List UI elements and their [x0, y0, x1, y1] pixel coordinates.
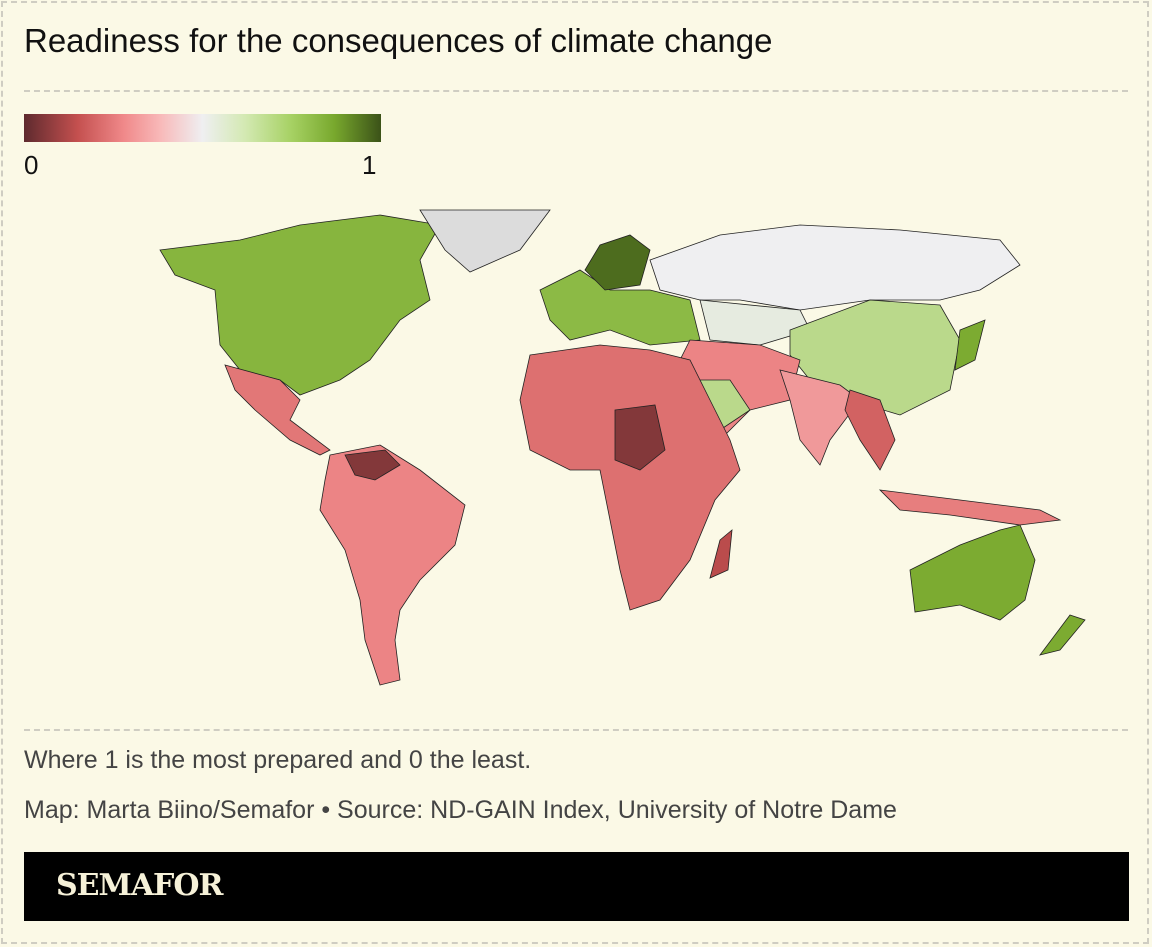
world-map	[159, 209, 1086, 686]
map-note: Where 1 is the most prepared and 0 the l…	[24, 746, 532, 774]
map-source: Map: Marta Biino/Semafor • Source: ND-GA…	[24, 796, 897, 824]
region-south-america	[319, 444, 466, 686]
divider	[24, 729, 1128, 731]
region-scandinavia	[584, 234, 651, 291]
region-central-africa	[614, 404, 666, 471]
semafor-logo: SEMAFOR	[56, 868, 223, 903]
region-venezuela	[344, 449, 401, 481]
divider	[24, 90, 1128, 92]
map-title: Readiness for the consequences of climat…	[24, 22, 773, 59]
brand-bar: SEMAFOR	[24, 852, 1129, 921]
region-australia	[909, 524, 1036, 621]
legend-max-label: 1	[362, 150, 377, 180]
region-japan-korea	[954, 319, 986, 371]
color-legend-bar	[24, 114, 381, 142]
region-russia	[649, 224, 1021, 311]
region-africa	[519, 344, 741, 611]
region-indonesia-papua	[878, 489, 1062, 526]
region-southeast-asia	[844, 389, 896, 471]
region-india	[779, 369, 861, 466]
region-united-states-canada	[159, 214, 441, 396]
region-madagascar	[709, 529, 733, 579]
region-central-asia	[699, 299, 811, 346]
region-greenland	[419, 209, 551, 273]
region-mexico-central-america	[224, 364, 331, 456]
region-new-zealand	[1039, 614, 1086, 656]
legend-min-label: 0	[24, 150, 39, 180]
